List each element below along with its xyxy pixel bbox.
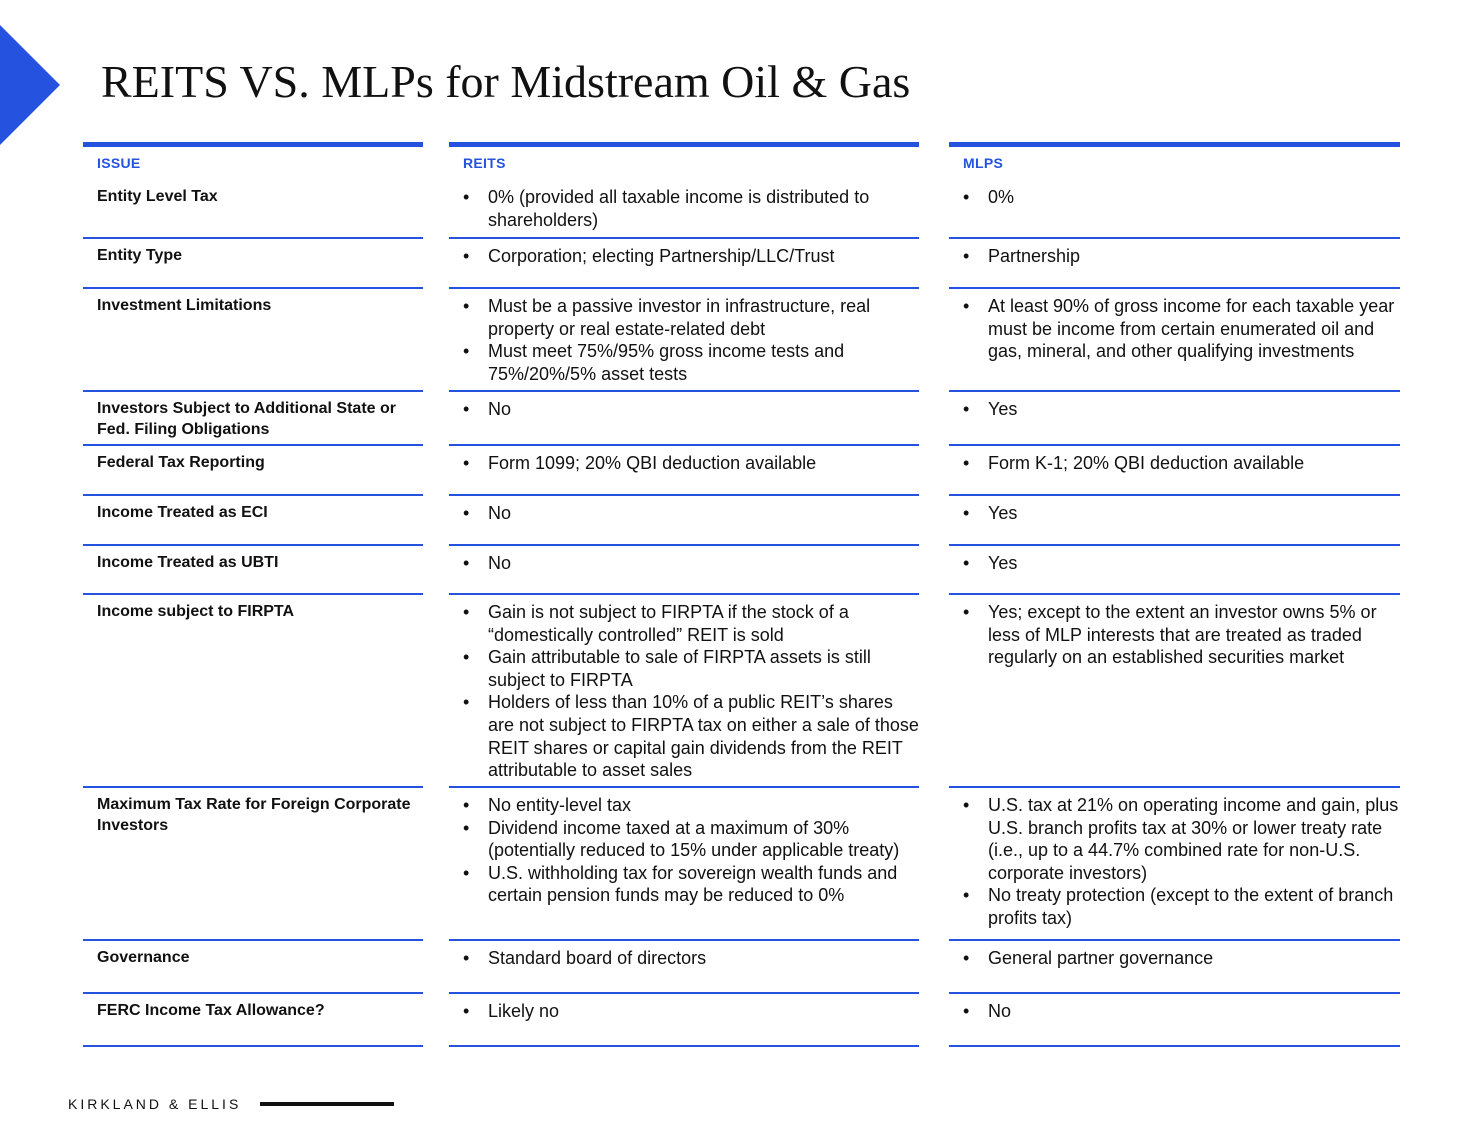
reits-cell: No (449, 392, 919, 446)
issue-label: Entity Level Tax (97, 188, 218, 205)
table-row: Federal Tax Reporting Form 1099; 20% QBI… (0, 446, 1479, 496)
reits-bullet: Corporation; electing Partnership/LLC/Tr… (463, 245, 919, 268)
mlps-cell: At least 90% of gross income for each ta… (949, 289, 1400, 392)
reits-bullet: Standard board of directors (463, 947, 919, 970)
mlps-bullet: 0% (963, 186, 1400, 209)
reits-bullet: Must be a passive investor in infrastruc… (463, 295, 919, 340)
table-row: Governance Standard board of directors G… (0, 941, 1479, 994)
issue-label: Investors Subject to Additional State or… (97, 400, 396, 438)
footer-brand: KIRKLAND & ELLIS (68, 1096, 242, 1112)
issue-cell: Income subject to FIRPTA (83, 595, 423, 788)
mlps-cell: Yes (949, 392, 1400, 446)
issue-label: Federal Tax Reporting (97, 454, 265, 471)
reits-bullet: Gain is not subject to FIRPTA if the sto… (463, 601, 919, 646)
table-row: Income Treated as UBTI No Yes (0, 546, 1479, 595)
mlps-bullet: No treaty protection (except to the exte… (963, 884, 1400, 929)
reits-cell: No entity-level tax Dividend income taxe… (449, 788, 919, 941)
page-title: REITS VS. MLPs for Midstream Oil & Gas (101, 56, 911, 107)
issue-cell: Governance (83, 941, 423, 994)
table-row: FERC Income Tax Allowance? Likely no No (0, 994, 1479, 1047)
mlps-bullet: At least 90% of gross income for each ta… (963, 295, 1400, 363)
mlps-cell: Form K-1; 20% QBI deduction available (949, 446, 1400, 496)
issue-cell: Federal Tax Reporting (83, 446, 423, 496)
issue-label: Entity Type (97, 247, 183, 264)
issue-label: FERC Income Tax Allowance? (97, 1002, 325, 1019)
mlps-bullet: U.S. tax at 21% on operating income and … (963, 794, 1400, 884)
reits-bullet: Gain attributable to sale of FIRPTA asse… (463, 646, 919, 691)
table-row: Income subject to FIRPTA Gain is not sub… (0, 595, 1479, 788)
issue-label: Investment Limitations (97, 297, 272, 314)
mlps-cell: Yes (949, 496, 1400, 546)
reits-cell: Corporation; electing Partnership/LLC/Tr… (449, 239, 919, 289)
reits-cell: Must be a passive investor in infrastruc… (449, 289, 919, 392)
reits-bullet: U.S. withholding tax for sovereign wealt… (463, 862, 919, 907)
column-header-issue: ISSUE (83, 142, 423, 173)
reits-bullet: Likely no (463, 1000, 919, 1023)
column-header-mlps-label: MLPS (963, 155, 1004, 171)
mlps-cell: Yes (949, 546, 1400, 595)
table-row: Investment Limitations Must be a passive… (0, 289, 1479, 392)
reits-bullet: Dividend income taxed at a maximum of 30… (463, 817, 919, 862)
reits-cell: Standard board of directors (449, 941, 919, 994)
reits-bullet: Must meet 75%/95% gross income tests and… (463, 340, 919, 385)
reits-cell: No (449, 496, 919, 546)
issue-cell: Entity Type (83, 239, 423, 289)
issue-label: Income subject to FIRPTA (97, 603, 295, 620)
mlps-bullet: Yes (963, 552, 1400, 575)
table-row: Investors Subject to Additional State or… (0, 392, 1479, 446)
reits-cell: Form 1099; 20% QBI deduction available (449, 446, 919, 496)
reits-bullet: No entity-level tax (463, 794, 919, 817)
reits-cell: Gain is not subject to FIRPTA if the sto… (449, 595, 919, 788)
table-row: Maximum Tax Rate for Foreign Corporate I… (0, 788, 1479, 941)
issue-cell: Maximum Tax Rate for Foreign Corporate I… (83, 788, 423, 941)
column-header-reits: REITS (449, 142, 919, 173)
reits-bullet: No (463, 398, 919, 421)
reits-bullet: 0% (provided all taxable income is distr… (463, 186, 919, 231)
mlps-cell: General partner governance (949, 941, 1400, 994)
issue-cell: Income Treated as UBTI (83, 546, 423, 595)
issue-cell: FERC Income Tax Allowance? (83, 994, 423, 1047)
mlps-bullet: No (963, 1000, 1400, 1023)
mlps-bullet: Yes (963, 502, 1400, 525)
issue-label: Governance (97, 949, 190, 966)
mlps-bullet: Yes (963, 398, 1400, 421)
mlps-cell: 0% (949, 180, 1400, 239)
column-header-mlps: MLPS (949, 142, 1400, 173)
issue-label: Income Treated as ECI (97, 504, 268, 521)
mlps-cell: No (949, 994, 1400, 1047)
reits-bullet: Holders of less than 10% of a public REI… (463, 691, 919, 781)
mlps-cell: U.S. tax at 21% on operating income and … (949, 788, 1400, 941)
issue-cell: Entity Level Tax (83, 180, 423, 239)
issue-cell: Income Treated as ECI (83, 496, 423, 546)
table-row: Entity Type Corporation; electing Partne… (0, 239, 1479, 289)
column-header-issue-label: ISSUE (97, 155, 141, 171)
footer-rule (260, 1102, 394, 1106)
reits-cell: 0% (provided all taxable income is distr… (449, 180, 919, 239)
mlps-bullet: Yes; except to the extent an investor ow… (963, 601, 1400, 669)
reits-cell: No (449, 546, 919, 595)
mlps-cell: Partnership (949, 239, 1400, 289)
mlps-cell: Yes; except to the extent an investor ow… (949, 595, 1400, 788)
issue-cell: Investment Limitations (83, 289, 423, 392)
brand-chevron-icon (0, 25, 60, 145)
issue-label: Maximum Tax Rate for Foreign Corporate I… (97, 796, 411, 834)
table-row: Entity Level Tax 0% (provided all taxabl… (0, 180, 1479, 239)
reits-bullet: Form 1099; 20% QBI deduction available (463, 452, 919, 475)
mlps-bullet: Partnership (963, 245, 1400, 268)
table-row: Income Treated as ECI No Yes (0, 496, 1479, 546)
column-header-reits-label: REITS (463, 155, 506, 171)
issue-label: Income Treated as UBTI (97, 554, 279, 571)
mlps-bullet: General partner governance (963, 947, 1400, 970)
mlps-bullet: Form K-1; 20% QBI deduction available (963, 452, 1400, 475)
reits-bullet: No (463, 502, 919, 525)
reits-bullet: No (463, 552, 919, 575)
reits-cell: Likely no (449, 994, 919, 1047)
issue-cell: Investors Subject to Additional State or… (83, 392, 423, 446)
